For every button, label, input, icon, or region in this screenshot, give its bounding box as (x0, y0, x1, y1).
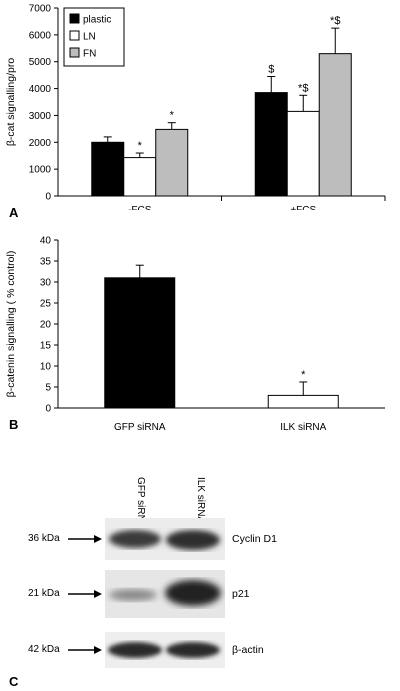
bar (155, 128, 189, 197)
chart-a: 0 1000 2000 3000 4000 5000 6000 7000 β-cat signa… (5, 4, 386, 210)
panel-letter-c: C (9, 674, 19, 689)
size-label-36: 36 kDa (28, 533, 60, 544)
y-tick-label: 1000 (29, 165, 52, 176)
legend-swatch (69, 30, 80, 41)
significance-marker: * (138, 140, 143, 152)
bar (318, 53, 352, 197)
y-tick-label: 2000 (29, 138, 52, 149)
arrow-right-icon (68, 590, 102, 598)
y-axis-label: β-cat signalling/pro (5, 58, 17, 146)
significance-marker: $ (268, 63, 274, 75)
legend-label: LN (83, 32, 96, 43)
y-tick-label: 25 (40, 299, 52, 310)
size-label-42: 42 kDa (28, 644, 60, 655)
y-tick-label: 3000 (29, 111, 52, 122)
band-name-p21: p21 (232, 588, 250, 600)
western-blot-panel: GFP siRNA ILK siRNA 36 kDa Cyclin D1 21 … (0, 470, 400, 691)
chart-b: 0 5 10 15 20 25 30 35 40 β-catenin signalling ( %… (5, 236, 385, 433)
legend-swatch (69, 13, 80, 24)
y-tick-label: 0 (45, 192, 51, 203)
y-tick-label: 0 (45, 404, 51, 415)
significance-marker: * (301, 369, 306, 381)
y-tick-label: 6000 (29, 30, 52, 41)
panel-letter-b: B (9, 417, 19, 432)
blot-p21 (105, 570, 225, 618)
y-tick-label: 7000 (29, 4, 52, 15)
significance-marker: *$ (330, 15, 340, 27)
legend-swatch (69, 47, 80, 58)
y-tick-label: 4000 (29, 84, 52, 95)
bar (254, 92, 288, 197)
significance-marker: * (170, 110, 175, 122)
y-tick-label: 5000 (29, 57, 52, 68)
y-tick-label: 10 (40, 362, 52, 373)
x-category-label: ILK siRNA (280, 422, 326, 433)
y-tick-label: 40 (40, 236, 52, 247)
bar (267, 394, 339, 409)
arrow-right-icon (68, 646, 102, 654)
x-category-label: +FCS (290, 205, 316, 210)
arrow-right-icon (68, 535, 102, 543)
bar (104, 277, 176, 409)
size-label-21: 21 kDa (28, 588, 60, 599)
bar (91, 141, 125, 197)
y-tick-label: 15 (40, 341, 52, 352)
y-axis-label: β-catenin signalling ( % control) (5, 251, 17, 398)
y-tick-label: 20 (40, 320, 52, 331)
legend-label: plastic (83, 15, 111, 26)
significance-marker: *$ (298, 82, 308, 94)
bar (286, 110, 320, 197)
x-category-label: GFP siRNA (114, 422, 166, 433)
bar (123, 157, 157, 197)
legend-label: FN (83, 49, 96, 60)
lane-label-ilk: ILK siRNA (195, 477, 206, 524)
y-tick-label: 5 (45, 383, 51, 394)
blot-beta-actin (105, 632, 225, 668)
blot-cyclin-d1 (105, 518, 225, 560)
x-category-label: -FCS (128, 205, 152, 210)
band-name-cyclin-d1: Cyclin D1 (232, 533, 277, 545)
band-name-beta-actin: β-actin (232, 644, 264, 656)
y-tick-label: 30 (40, 278, 52, 289)
panel-letter-a: A (9, 205, 19, 220)
y-tick-label: 35 (40, 257, 52, 268)
